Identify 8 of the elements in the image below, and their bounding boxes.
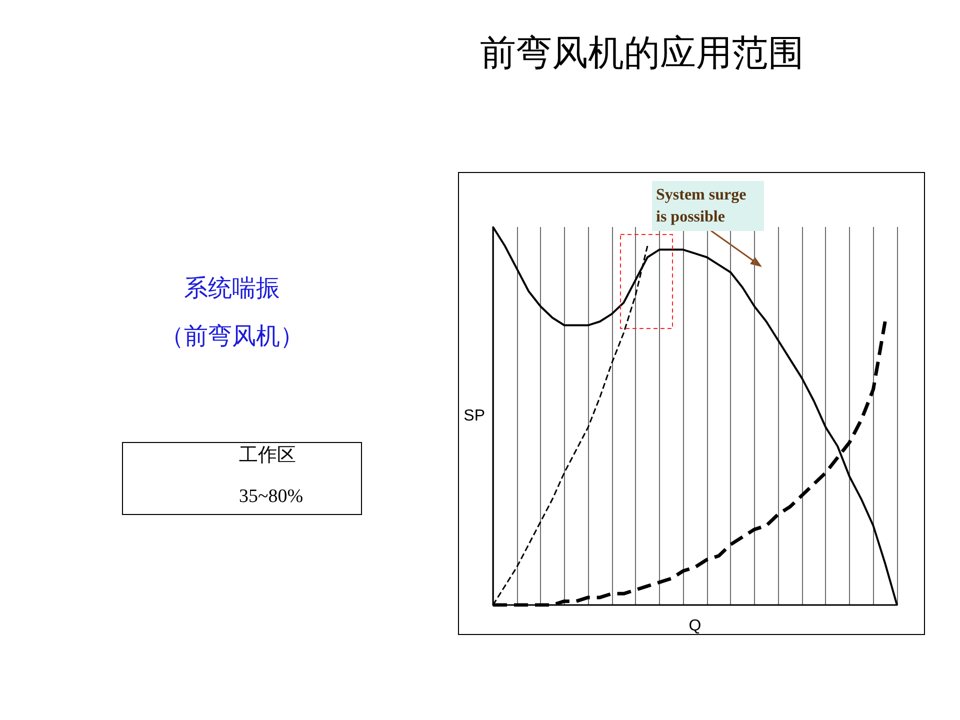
text: 工作区: [239, 445, 296, 466]
text: 系统喘振: [184, 275, 280, 302]
text: System surge is possible: [656, 186, 750, 226]
text: （前弯风机）: [160, 323, 304, 350]
text: 35~80%: [239, 486, 304, 507]
chart-title: 前弯风机的应用范围: [480, 33, 804, 73]
y-axis-title: SP: [464, 408, 485, 424]
x-axis-title: Q: [688, 617, 702, 634]
